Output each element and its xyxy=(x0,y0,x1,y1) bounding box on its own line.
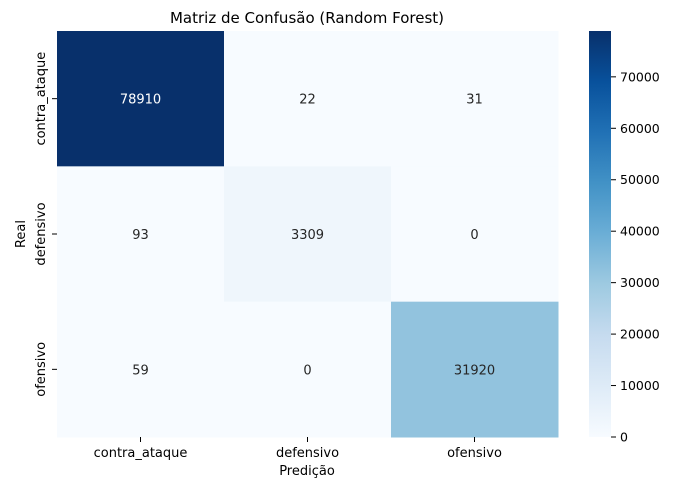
heatmap-cell-contra-ataque-ofensivo xyxy=(391,31,559,167)
x-tick-label-defensivo: defensivo xyxy=(276,446,339,461)
colorbar-tick-label: 10000 xyxy=(620,378,660,393)
cell-value-labels: 78910 22 31 93 3309 0 59 0 31920 xyxy=(120,93,495,379)
cell-value-label: 93 xyxy=(132,228,149,243)
y-axis-ticks: contra_ataque defensivo ofensivo xyxy=(34,52,57,397)
x-axis-ticks: contra_ataque defensivo ofensivo xyxy=(94,437,502,461)
y-tick-label-defensivo: defensivo xyxy=(34,202,49,265)
colorbar-tick-label: 30000 xyxy=(620,275,660,290)
heatmap-cell-defensivo-contra-ataque xyxy=(57,166,225,303)
colorbar-ticks: 0 10000 20000 30000 40000 50000 60000 70000 xyxy=(611,69,660,445)
chart-title: Matriz de Confusão (Random Forest) xyxy=(170,9,444,27)
colorbar-tick-label: 70000 xyxy=(620,69,660,84)
heatmap-cell-defensivo-ofensivo xyxy=(391,166,559,303)
cell-value-label: 22 xyxy=(299,93,316,108)
x-axis-label: Predição xyxy=(279,464,335,479)
heatmap-cells xyxy=(57,31,559,438)
x-tick-label-contra-ataque: contra_ataque xyxy=(94,446,188,461)
colorbar-tick-label: 40000 xyxy=(620,224,660,239)
cell-value-label: 3309 xyxy=(291,228,324,243)
y-tick-label-ofensivo: ofensivo xyxy=(34,342,49,397)
cell-value-label: 31 xyxy=(466,93,483,108)
colorbar-tick-label: 60000 xyxy=(620,121,660,136)
colorbar-tick-label: 20000 xyxy=(620,327,660,342)
heatmap-cell-ofensivo-defensivo xyxy=(224,301,392,438)
heatmap-cell-ofensivo-ofensivo xyxy=(391,301,559,438)
cell-value-label: 78910 xyxy=(120,93,161,108)
heatmap-cell-defensivo-defensivo xyxy=(224,166,392,303)
colorbar-tick-label: 0 xyxy=(620,430,628,445)
cell-value-label: 31920 xyxy=(454,363,495,378)
heatmap-cell-ofensivo-contra-ataque xyxy=(57,301,225,438)
heatmap-cell-contra-ataque-defensivo xyxy=(224,31,392,167)
y-axis-label: Real xyxy=(14,220,29,248)
cell-value-label: 0 xyxy=(470,228,478,243)
cell-value-label: 0 xyxy=(303,363,311,378)
y-tick-label-contra-ataque: contra_ataque xyxy=(34,52,49,146)
cell-value-label: 59 xyxy=(132,363,149,378)
heatmap-cell-contra-ataque-contra-ataque xyxy=(57,31,225,167)
colorbar xyxy=(589,31,611,437)
colorbar-tick-label: 50000 xyxy=(620,172,660,187)
x-tick-label-ofensivo: ofensivo xyxy=(447,446,502,461)
